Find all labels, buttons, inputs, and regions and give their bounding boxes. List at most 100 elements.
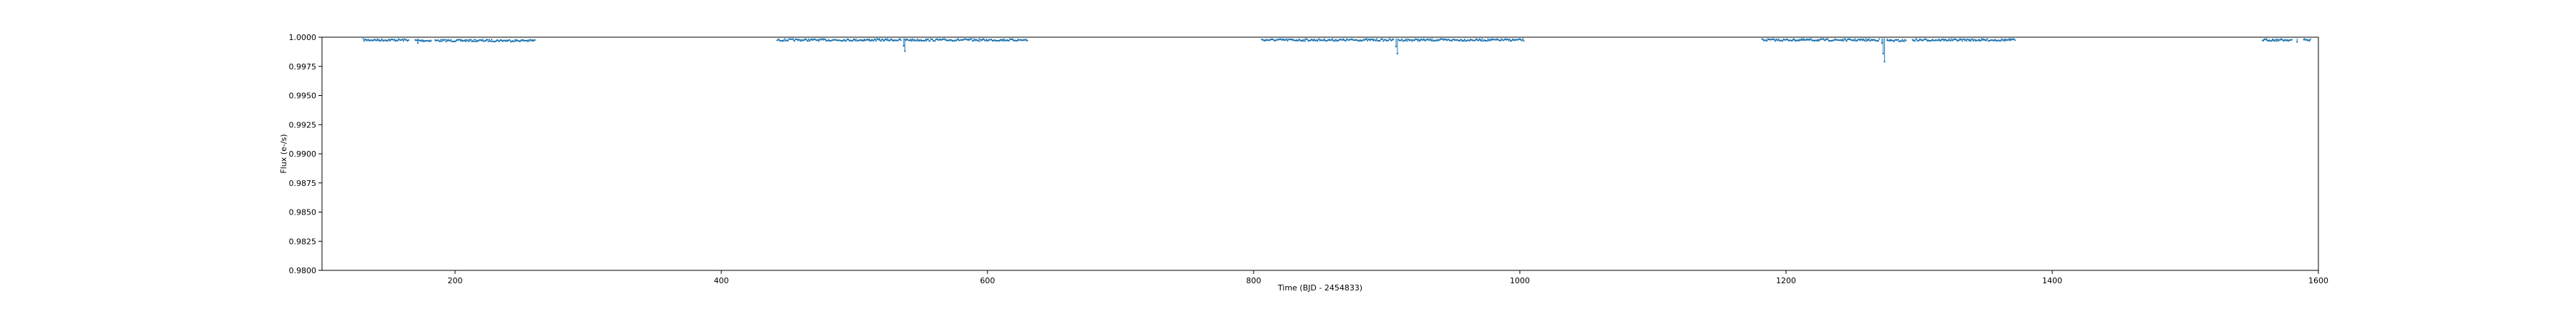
data-point — [416, 41, 419, 44]
data-point — [1379, 40, 1381, 42]
data-point — [1810, 38, 1813, 40]
data-point — [870, 39, 872, 42]
data-point — [934, 40, 936, 42]
data-point — [1382, 40, 1385, 42]
data-point — [430, 40, 432, 42]
data-point — [792, 38, 794, 40]
data-point — [1868, 39, 1870, 41]
data-point — [1429, 38, 1432, 40]
data-point — [872, 39, 874, 42]
data-point — [2270, 39, 2273, 42]
data-point — [1818, 40, 1820, 42]
x-axis: 200 400 600 800 1000 1200 1400 1600 — [448, 270, 2328, 285]
data-point — [1365, 38, 1368, 40]
data-point — [1423, 38, 1425, 40]
data-point — [897, 39, 899, 41]
data-point — [904, 50, 906, 52]
data-point — [1372, 38, 1374, 41]
data-point — [1389, 38, 1391, 40]
data-point — [2265, 38, 2268, 40]
data-point — [1410, 39, 1413, 41]
data-point — [487, 40, 489, 43]
data-point — [1367, 39, 1369, 42]
data-point — [1287, 39, 1289, 42]
data-point — [1853, 39, 1855, 42]
data-point — [1436, 39, 1438, 42]
data-point — [1016, 39, 1018, 41]
data-point — [1487, 38, 1489, 40]
data-point — [1318, 38, 1320, 40]
data-point — [1406, 40, 1408, 42]
data-point — [376, 38, 379, 40]
data-point — [1486, 40, 1488, 42]
data-point — [784, 38, 786, 40]
data-point — [845, 40, 847, 42]
data-point — [1965, 39, 1967, 41]
data-point — [461, 39, 463, 41]
data-point — [1967, 39, 1969, 41]
data-point — [1302, 40, 1304, 42]
data-point — [983, 38, 985, 41]
data-point — [1762, 38, 1764, 40]
data-point — [1874, 39, 1876, 41]
data-point — [1387, 39, 1390, 41]
data-point — [1405, 38, 1407, 41]
data-point — [1395, 45, 1397, 48]
data-segment — [414, 39, 432, 43]
data-point — [854, 39, 856, 41]
data-point — [528, 40, 530, 42]
data-point — [878, 38, 880, 40]
data-segment — [2303, 38, 2311, 42]
data-point — [900, 39, 902, 41]
data-point — [880, 40, 882, 42]
data-point — [899, 38, 901, 40]
data-point — [407, 39, 410, 41]
y-axis: 0.9800 0.9825 0.9850 0.9875 0.9900 0.9925 0.99… — [289, 33, 322, 275]
data-point — [1523, 40, 1525, 42]
data-point — [985, 39, 987, 41]
data-point — [1499, 39, 1501, 42]
data-point — [1307, 39, 1309, 41]
data-point — [1918, 39, 1921, 41]
y-tick-label: 0.9900 — [289, 149, 317, 159]
data-point — [1854, 38, 1856, 40]
y-tick-label: 0.9925 — [289, 120, 317, 129]
data-point — [363, 40, 365, 42]
data-point — [855, 38, 857, 40]
data-point — [470, 39, 472, 41]
data-point — [2309, 38, 2311, 40]
data-point — [2008, 38, 2010, 40]
data-point — [1844, 38, 1846, 40]
data-point — [912, 38, 914, 40]
x-tick-label: 1600 — [2308, 276, 2328, 285]
data-point — [955, 39, 957, 41]
data-segment — [362, 38, 410, 42]
data-point — [386, 40, 389, 42]
data-point — [2262, 39, 2265, 42]
data-point — [915, 39, 918, 41]
data-point — [990, 39, 992, 41]
data-point — [1775, 40, 1777, 42]
data-point — [909, 39, 912, 41]
data-point — [501, 39, 503, 41]
data-point — [1993, 39, 1995, 42]
data-point — [2004, 38, 2006, 41]
data-point — [491, 39, 493, 41]
data-point — [464, 39, 467, 41]
data-point — [1480, 40, 1483, 42]
data-point — [513, 40, 515, 43]
data-point — [1463, 39, 1465, 41]
data-point — [1961, 39, 1963, 41]
data-point — [902, 45, 905, 47]
data-point — [1903, 40, 1906, 42]
data-point — [978, 38, 980, 40]
x-tick-label: 1400 — [2042, 276, 2062, 285]
data-point — [1417, 39, 1419, 42]
data-point — [1782, 39, 1784, 41]
data-point — [1827, 38, 1829, 40]
data-point — [1297, 39, 1299, 41]
data-point — [808, 38, 810, 41]
data-point — [841, 40, 844, 42]
data-point — [799, 39, 801, 41]
x-tick-label: 1200 — [1776, 276, 1796, 285]
